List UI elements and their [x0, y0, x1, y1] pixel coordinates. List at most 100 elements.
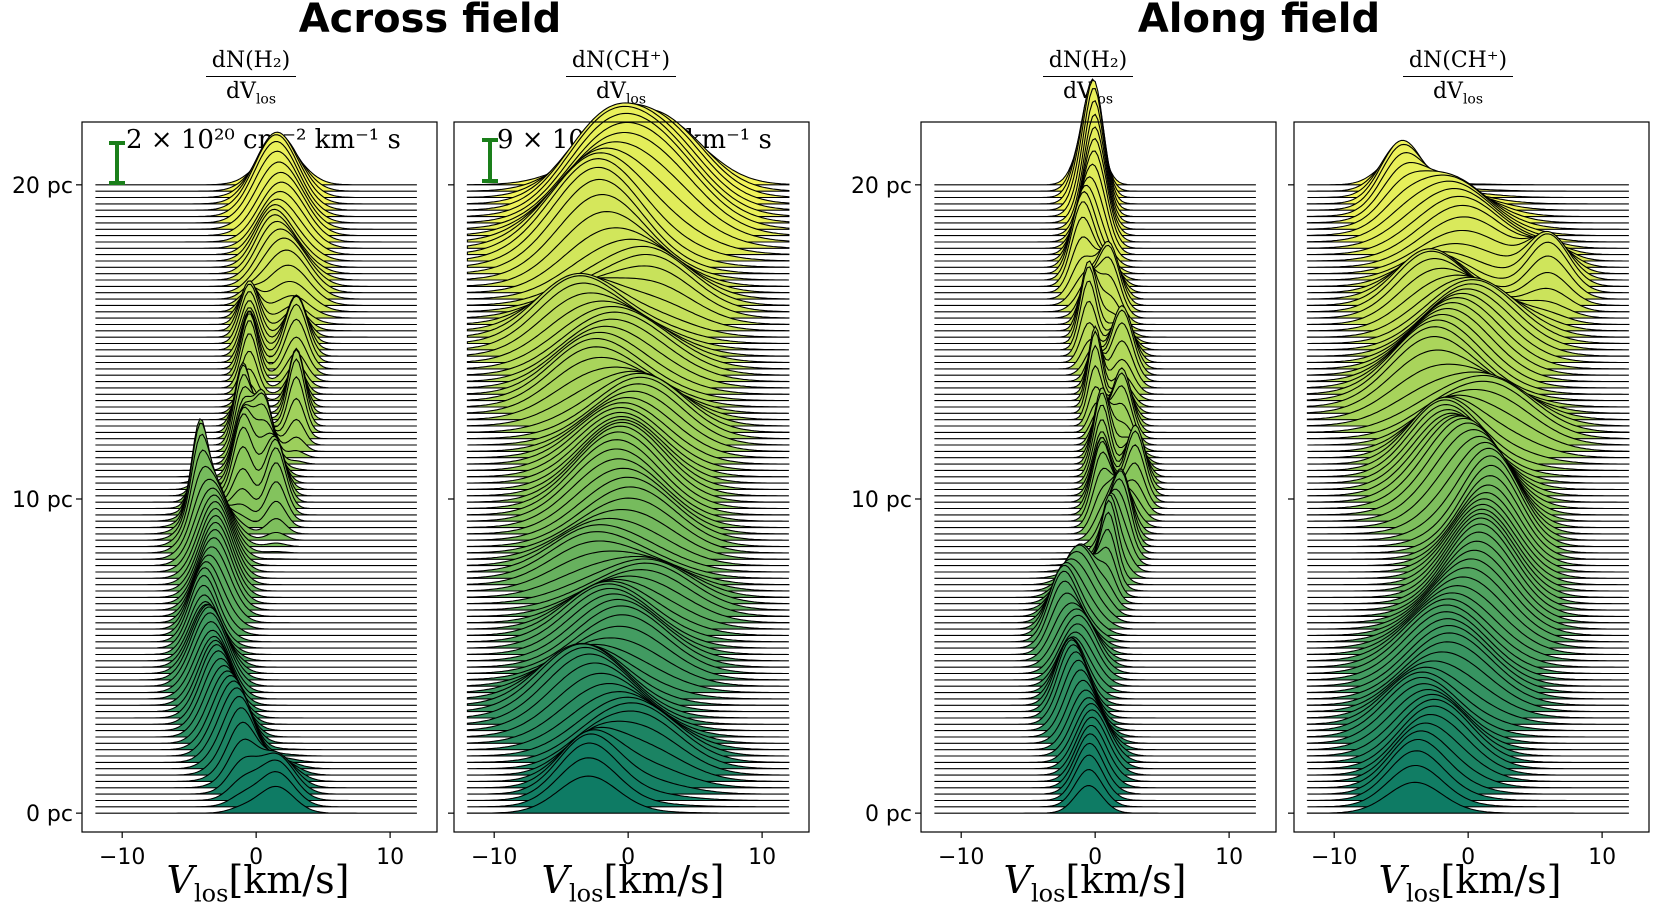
ridgeline-row	[466, 775, 790, 814]
ridgeline-row	[934, 614, 1256, 675]
x-tick-label: 10	[1588, 845, 1616, 870]
ridgeline-row	[934, 785, 1256, 814]
ridgeline-row	[95, 604, 417, 675]
ridgeline-rows	[466, 102, 790, 814]
ridgeline-row	[466, 742, 790, 802]
ridgeline-row	[95, 635, 417, 706]
y-tick-label: 20 pc	[851, 174, 912, 199]
panel-title-numerator: dN(CH⁺)	[1402, 50, 1514, 77]
x-tick-label: 10	[376, 845, 404, 870]
ridgeline-row	[95, 612, 417, 687]
ridgeline-row	[1306, 781, 1629, 814]
ridgeline-row	[95, 514, 417, 592]
x-tick-label: 0	[1088, 845, 1102, 870]
ridgeline-row	[95, 537, 417, 611]
ridgeline-row	[95, 785, 417, 814]
x-axis-label-along-h2: Vlos[km/s]	[1003, 858, 1187, 908]
panel-frame	[81, 121, 438, 833]
ridgeline-row	[95, 771, 417, 808]
y-tick-label: 20 pc	[12, 174, 73, 199]
ridgeline-rows	[95, 131, 417, 814]
y-tick-label: 10 pc	[12, 488, 73, 513]
ridgeline-row	[95, 521, 417, 598]
x-tick-label: −10	[471, 845, 517, 870]
x-tick-label: 0	[249, 845, 263, 870]
ridgeline-row	[95, 494, 417, 573]
panel-across-ch: −10 0 10	[448, 102, 810, 870]
group-title-across: Across field	[298, 0, 562, 42]
panel-along-h2: −10 0 10 0 pc 10 pc 20 pc	[851, 78, 1277, 870]
ridgeline-row	[95, 181, 417, 243]
ridgeline-row	[95, 629, 417, 700]
ridgeline-row	[934, 558, 1256, 624]
group-title-along: Along field	[1137, 0, 1381, 42]
panel-title-along-ch: dN(CH⁺) dVlos	[1358, 50, 1558, 106]
ridgeline-row	[95, 150, 417, 224]
x-tick-label: 0	[621, 845, 635, 870]
ridgeline-row	[95, 190, 417, 249]
ridgeline-row	[95, 333, 417, 389]
ridgeline-row	[934, 467, 1256, 529]
ridgeline-row	[95, 621, 417, 694]
ridgeline-row	[95, 603, 417, 668]
y-tick-label: 10 pc	[851, 488, 912, 513]
ridgeline-row	[95, 478, 417, 560]
x-tick-label: 10	[748, 845, 776, 870]
ridgeline-row	[934, 564, 1256, 636]
ridgeline-row	[95, 214, 417, 275]
panel-frame	[1293, 121, 1650, 833]
ridgeline-row	[95, 487, 417, 567]
ridgeline-row	[934, 470, 1256, 548]
ridgeline-row	[95, 575, 417, 643]
ridgeline-row	[95, 161, 417, 230]
x-tick-label: 10	[1215, 845, 1243, 870]
ridgeline-row	[95, 529, 417, 605]
ridgeline-row	[467, 757, 789, 808]
y-tick-label: 0 pc	[865, 802, 912, 827]
x-tick-label: −10	[938, 845, 984, 870]
ridgeline-rows	[1306, 139, 1630, 814]
ridgeline-row	[95, 554, 417, 624]
ridgeline-row	[95, 644, 417, 719]
ridgeline-row	[95, 639, 417, 713]
x-axis-label-across-h2: Vlos[km/s]	[166, 858, 350, 908]
ridgeline-row	[95, 507, 417, 586]
ridgeline-row	[95, 650, 417, 725]
ridgeline-row	[95, 561, 417, 630]
ridgeline-row	[95, 657, 417, 732]
ridgeline-row	[934, 468, 1256, 541]
ridgeline-row	[95, 546, 417, 617]
x-tick-label: −10	[1311, 845, 1357, 870]
ridgeline-row	[95, 664, 417, 738]
ridgeline-row	[95, 465, 417, 554]
ridgeline-row	[95, 594, 417, 656]
ridgeline-row	[95, 434, 417, 516]
ridgeline-row	[95, 433, 417, 541]
ridgeline-row	[934, 631, 1256, 687]
panel-title-across-h2: dN(H₂) dVlos	[151, 50, 351, 106]
ridgeline-row	[95, 449, 417, 548]
y-tick-label: 0 pc	[26, 802, 73, 827]
x-tick-label: −10	[99, 845, 145, 870]
panel-title-across-ch: dN(CH⁺) dVlos	[521, 50, 721, 106]
ridgeline-row	[1307, 153, 1629, 186]
ridgeline-row	[95, 422, 417, 522]
ridgeline-row	[95, 264, 417, 306]
ridgeline-row	[95, 606, 417, 681]
panel-title-numerator: dN(CH⁺)	[565, 50, 677, 77]
ridgeline-row	[934, 623, 1256, 681]
x-axis-label-across-ch: Vlos[km/s]	[541, 858, 725, 908]
panel-along-ch: −10 0 10	[1288, 121, 1650, 870]
ridgeline-row	[95, 438, 417, 503]
ridgeline-row	[95, 422, 417, 535]
ridgeline-row	[934, 471, 1256, 535]
ridgeline-row	[95, 426, 417, 497]
panel-title-numerator: dN(H₂)	[1042, 50, 1134, 77]
panel-frame	[453, 121, 810, 833]
ridgeline-row	[95, 360, 417, 402]
ridgeline-row	[934, 369, 1256, 427]
x-tick-label: 0	[1461, 845, 1475, 870]
ridgeline-row	[95, 501, 417, 579]
